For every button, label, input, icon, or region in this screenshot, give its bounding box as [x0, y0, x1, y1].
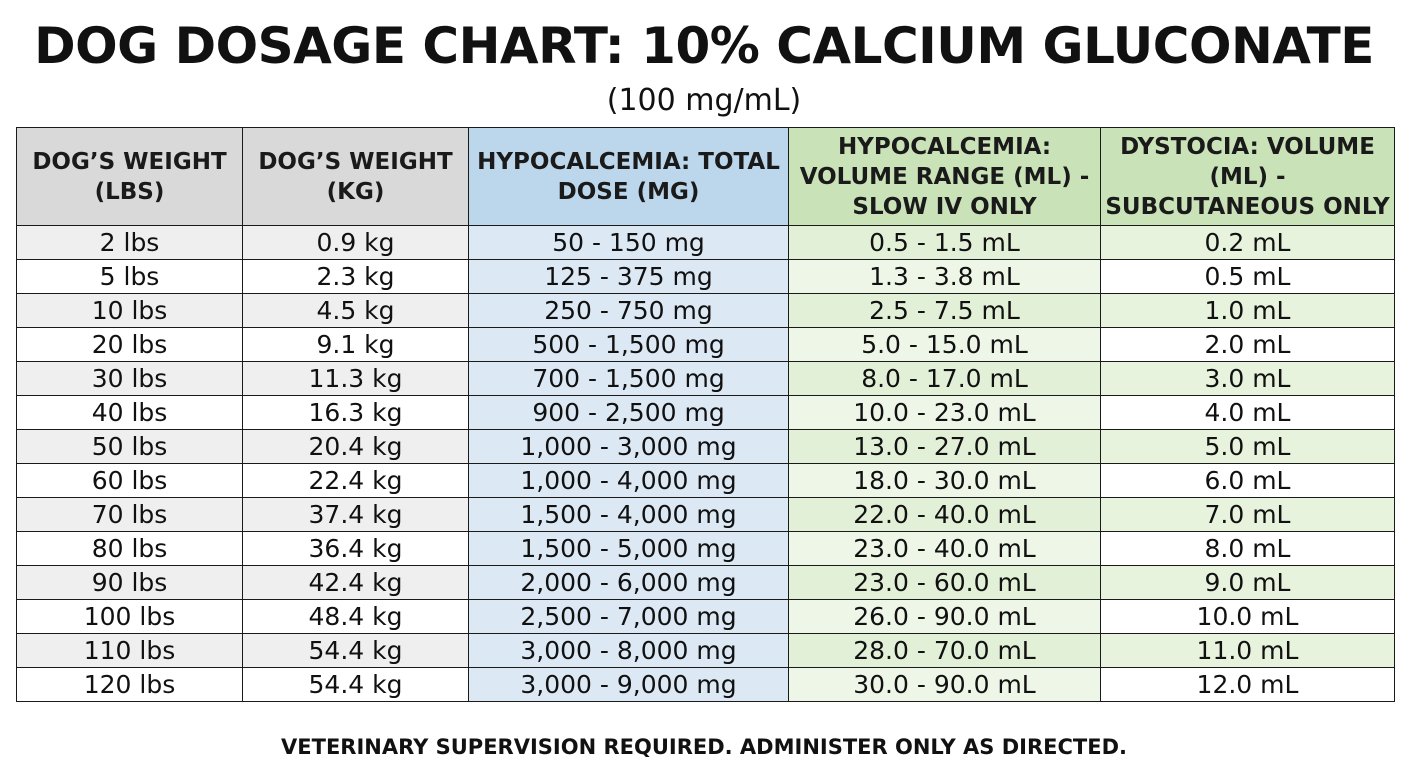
- dosage-table: DOG’S WEIGHT (LBS) DOG’S WEIGHT (KG) HYP…: [16, 127, 1395, 702]
- cell-hypocalcemia-dose: 900 - 2,500 mg: [468, 395, 789, 430]
- cell-weight-lbs: 60 lbs: [16, 463, 243, 498]
- cell-dystocia-volume: 9.0 mL: [1100, 565, 1395, 600]
- cell-weight-lbs: 40 lbs: [16, 395, 243, 430]
- cell-hypocalcemia-volume: 23.0 - 60.0 mL: [788, 565, 1101, 600]
- page-subtitle: (100 mg/mL): [606, 83, 802, 118]
- cell-hypocalcemia-volume: 23.0 - 40.0 mL: [788, 531, 1101, 566]
- table-row: 60 lbs 22.4 kg 1,000 - 4,000 mg 18.0 - 30.0…: [16, 463, 1395, 498]
- cell-dystocia-volume: 12.0 mL: [1100, 667, 1395, 702]
- cell-dystocia-volume: 5.0 mL: [1100, 429, 1395, 464]
- table-body: 2 lbs 0.9 kg 50 - 150 mg 0.5 - 1.5 mL 0.2 mL…: [16, 225, 1395, 702]
- header-hypocalcemia-dose: HYPOCALCEMIA: TOTAL DOSE (MG): [468, 127, 789, 226]
- cell-dystocia-volume: 7.0 mL: [1100, 497, 1395, 532]
- cell-dystocia-volume: 1.0 mL: [1100, 293, 1395, 328]
- cell-hypocalcemia-dose: 2,500 - 7,000 mg: [468, 599, 789, 634]
- cell-weight-kg: 37.4 kg: [242, 497, 469, 532]
- header-weight-kg: DOG’S WEIGHT (KG): [242, 127, 469, 226]
- cell-hypocalcemia-volume: 18.0 - 30.0 mL: [788, 463, 1101, 498]
- cell-hypocalcemia-volume: 0.5 - 1.5 mL: [788, 225, 1101, 260]
- cell-weight-lbs: 30 lbs: [16, 361, 243, 396]
- cell-dystocia-volume: 0.5 mL: [1100, 259, 1395, 294]
- table-row: 110 lbs 54.4 kg 3,000 - 8,000 mg 28.0 - 70.…: [16, 633, 1395, 668]
- cell-hypocalcemia-dose: 3,000 - 8,000 mg: [468, 633, 789, 668]
- cell-dystocia-volume: 10.0 mL: [1100, 599, 1395, 634]
- cell-weight-kg: 48.4 kg: [242, 599, 469, 634]
- table-header-row: DOG’S WEIGHT (LBS) DOG’S WEIGHT (KG) HYP…: [16, 127, 1395, 226]
- table-row: 10 lbs 4.5 kg 250 - 750 mg 2.5 - 7.5 mL 1.0 …: [16, 293, 1395, 328]
- cell-hypocalcemia-dose: 1,500 - 5,000 mg: [468, 531, 789, 566]
- cell-weight-lbs: 50 lbs: [16, 429, 243, 464]
- cell-weight-kg: 11.3 kg: [242, 361, 469, 396]
- cell-weight-lbs: 20 lbs: [16, 327, 243, 362]
- cell-hypocalcemia-volume: 8.0 - 17.0 mL: [788, 361, 1101, 396]
- table-row: 50 lbs 20.4 kg 1,000 - 3,000 mg 13.0 - 27.0…: [16, 429, 1395, 464]
- cell-dystocia-volume: 4.0 mL: [1100, 395, 1395, 430]
- table-row: 100 lbs 48.4 kg 2,500 - 7,000 mg 26.0 - 90.…: [16, 599, 1395, 634]
- header-dystocia-volume: DYSTOCIA: VOLUME (ML) - SUBCUTANEOUS ONL…: [1100, 127, 1395, 226]
- table-row: 20 lbs 9.1 kg 500 - 1,500 mg 5.0 - 15.0 mL 2…: [16, 327, 1395, 362]
- cell-dystocia-volume: 2.0 mL: [1100, 327, 1395, 362]
- cell-hypocalcemia-dose: 3,000 - 9,000 mg: [468, 667, 789, 702]
- cell-weight-kg: 22.4 kg: [242, 463, 469, 498]
- cell-hypocalcemia-dose: 250 - 750 mg: [468, 293, 789, 328]
- cell-weight-kg: 20.4 kg: [242, 429, 469, 464]
- cell-hypocalcemia-dose: 125 - 375 mg: [468, 259, 789, 294]
- cell-hypocalcemia-dose: 1,000 - 3,000 mg: [468, 429, 789, 464]
- cell-dystocia-volume: 6.0 mL: [1100, 463, 1395, 498]
- cell-hypocalcemia-volume: 30.0 - 90.0 mL: [788, 667, 1101, 702]
- cell-weight-kg: 54.4 kg: [242, 633, 469, 668]
- cell-weight-lbs: 110 lbs: [16, 633, 243, 668]
- cell-weight-lbs: 10 lbs: [16, 293, 243, 328]
- cell-hypocalcemia-volume: 28.0 - 70.0 mL: [788, 633, 1101, 668]
- table-row: 120 lbs 54.4 kg 3,000 - 9,000 mg 30.0 - 90.…: [16, 667, 1395, 702]
- cell-weight-lbs: 5 lbs: [16, 259, 243, 294]
- cell-weight-kg: 2.3 kg: [242, 259, 469, 294]
- cell-dystocia-volume: 3.0 mL: [1100, 361, 1395, 396]
- table-row: 5 lbs 2.3 kg 125 - 375 mg 1.3 - 3.8 mL 0.5 m…: [16, 259, 1395, 294]
- cell-hypocalcemia-dose: 50 - 150 mg: [468, 225, 789, 260]
- cell-dystocia-volume: 8.0 mL: [1100, 531, 1395, 566]
- cell-hypocalcemia-dose: 500 - 1,500 mg: [468, 327, 789, 362]
- cell-hypocalcemia-dose: 700 - 1,500 mg: [468, 361, 789, 396]
- cell-hypocalcemia-dose: 1,000 - 4,000 mg: [468, 463, 789, 498]
- cell-hypocalcemia-volume: 5.0 - 15.0 mL: [788, 327, 1101, 362]
- cell-hypocalcemia-volume: 13.0 - 27.0 mL: [788, 429, 1101, 464]
- cell-weight-lbs: 2 lbs: [16, 225, 243, 260]
- cell-hypocalcemia-dose: 1,500 - 4,000 mg: [468, 497, 789, 532]
- cell-weight-kg: 4.5 kg: [242, 293, 469, 328]
- cell-dystocia-volume: 0.2 mL: [1100, 225, 1395, 260]
- header-hypocalcemia-volume: HYPOCALCEMIA: VOLUME RANGE (ML) - SLOW I…: [788, 127, 1101, 226]
- cell-hypocalcemia-volume: 10.0 - 23.0 mL: [788, 395, 1101, 430]
- cell-weight-kg: 36.4 kg: [242, 531, 469, 566]
- cell-weight-kg: 16.3 kg: [242, 395, 469, 430]
- cell-weight-kg: 54.4 kg: [242, 667, 469, 702]
- cell-hypocalcemia-volume: 1.3 - 3.8 mL: [788, 259, 1101, 294]
- cell-weight-kg: 42.4 kg: [242, 565, 469, 600]
- table-row: 80 lbs 36.4 kg 1,500 - 5,000 mg 23.0 - 40.0…: [16, 531, 1395, 566]
- table-row: 40 lbs 16.3 kg 900 - 2,500 mg 10.0 - 23.0 m…: [16, 395, 1395, 430]
- cell-weight-lbs: 70 lbs: [16, 497, 243, 532]
- cell-hypocalcemia-volume: 26.0 - 90.0 mL: [788, 599, 1101, 634]
- cell-weight-lbs: 100 lbs: [16, 599, 243, 634]
- table-row: 30 lbs 11.3 kg 700 - 1,500 mg 8.0 - 17.0 mL…: [16, 361, 1395, 396]
- cell-hypocalcemia-dose: 2,000 - 6,000 mg: [468, 565, 789, 600]
- cell-dystocia-volume: 11.0 mL: [1100, 633, 1395, 668]
- cell-weight-lbs: 120 lbs: [16, 667, 243, 702]
- header-weight-lbs: DOG’S WEIGHT (LBS): [16, 127, 243, 226]
- cell-weight-kg: 9.1 kg: [242, 327, 469, 362]
- cell-hypocalcemia-volume: 2.5 - 7.5 mL: [788, 293, 1101, 328]
- table-row: 70 lbs 37.4 kg 1,500 - 4,000 mg 22.0 - 40.0…: [16, 497, 1395, 532]
- table-row: 2 lbs 0.9 kg 50 - 150 mg 0.5 - 1.5 mL 0.2 mL: [16, 225, 1395, 260]
- cell-weight-lbs: 90 lbs: [16, 565, 243, 600]
- cell-hypocalcemia-volume: 22.0 - 40.0 mL: [788, 497, 1101, 532]
- table-row: 90 lbs 42.4 kg 2,000 - 6,000 mg 23.0 - 60.0…: [16, 565, 1395, 600]
- cell-weight-lbs: 80 lbs: [16, 531, 243, 566]
- cell-weight-kg: 0.9 kg: [242, 225, 469, 260]
- page-title: DOG DOSAGE CHART: 10% CALCIUM GLUCONATE: [34, 17, 1374, 75]
- footer-warning: VETERINARY SUPERVISION REQUIRED. ADMINIS…: [281, 735, 1127, 759]
